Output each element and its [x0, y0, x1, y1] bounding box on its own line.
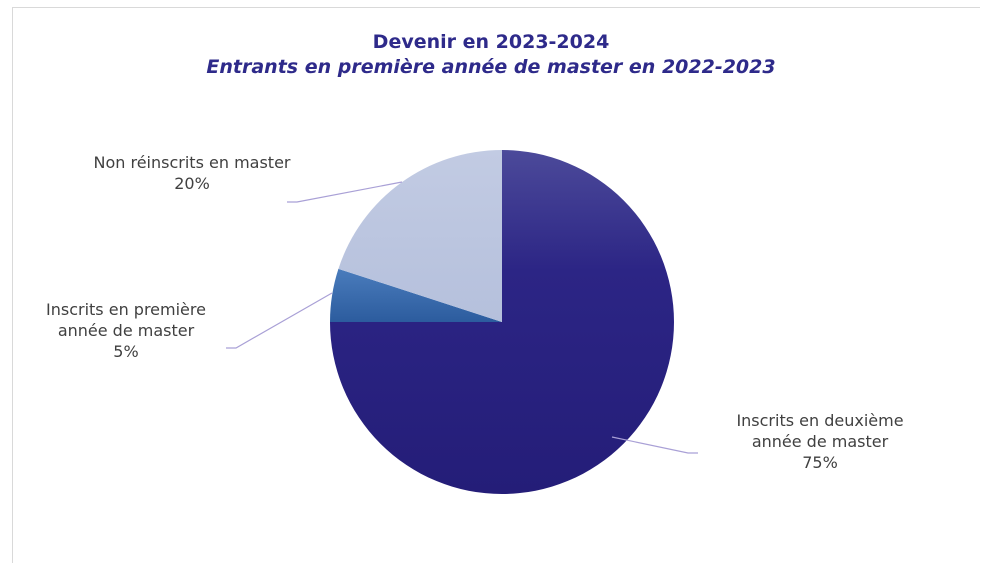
slice-label-0: Inscrits en deuxième année de master 75% [736, 411, 903, 472]
slice-label-line-2-0: Non réinscrits en master [94, 153, 291, 172]
chart-subtitle: Entrants en première année de master en … [206, 56, 776, 78]
slice-label-line-0-0: Inscrits en deuxième [736, 411, 903, 430]
slice-value-2: 20% [174, 174, 210, 193]
slice-label-line-0-1: année de master [752, 432, 889, 451]
pie-slice-2 [338, 150, 502, 322]
slice-value-0: 75% [802, 453, 838, 472]
pie-slice-1 [330, 268, 502, 322]
slice-label-1: Inscrits en première année de master 5% [46, 300, 206, 361]
slice-label-line-1-0: Inscrits en première [46, 300, 206, 319]
slice-value-1: 5% [113, 342, 138, 361]
slice-label-line-1-1: année de master [58, 321, 195, 340]
chart-title-block: Devenir en 2023-2024 Entrants en premièr… [0, 30, 982, 80]
leader-line-1 [226, 292, 333, 349]
leader-line-2 [287, 181, 403, 203]
slice-label-2: Non réinscrits en master 20% [94, 153, 291, 193]
chart-title: Devenir en 2023-2024 [372, 31, 610, 53]
leader-line-0 [611, 436, 698, 454]
